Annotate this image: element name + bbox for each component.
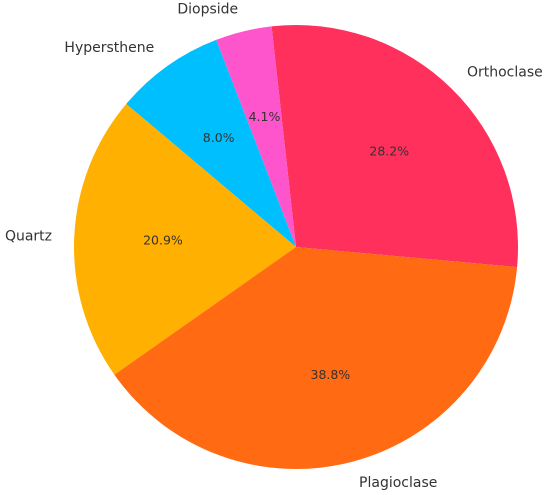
pie-slice xyxy=(114,247,518,469)
percent-label: 20.9% xyxy=(143,233,183,248)
pie-slice xyxy=(126,39,297,247)
percent-label: 38.8% xyxy=(311,367,351,382)
percent-label: 8.0% xyxy=(203,130,235,145)
slice-label: Diopside xyxy=(177,2,238,18)
slice-label: Quartz xyxy=(5,228,52,244)
percent-label: 4.1% xyxy=(249,109,281,124)
pie-slice xyxy=(73,103,297,375)
slice-label: Orthoclase xyxy=(467,65,543,81)
pie-slice xyxy=(216,26,296,248)
slice-label: Plagioclase xyxy=(359,475,437,491)
percent-label: 28.2% xyxy=(369,143,409,158)
slice-label: Hypersthene xyxy=(64,40,154,56)
pie-slice xyxy=(271,24,519,268)
